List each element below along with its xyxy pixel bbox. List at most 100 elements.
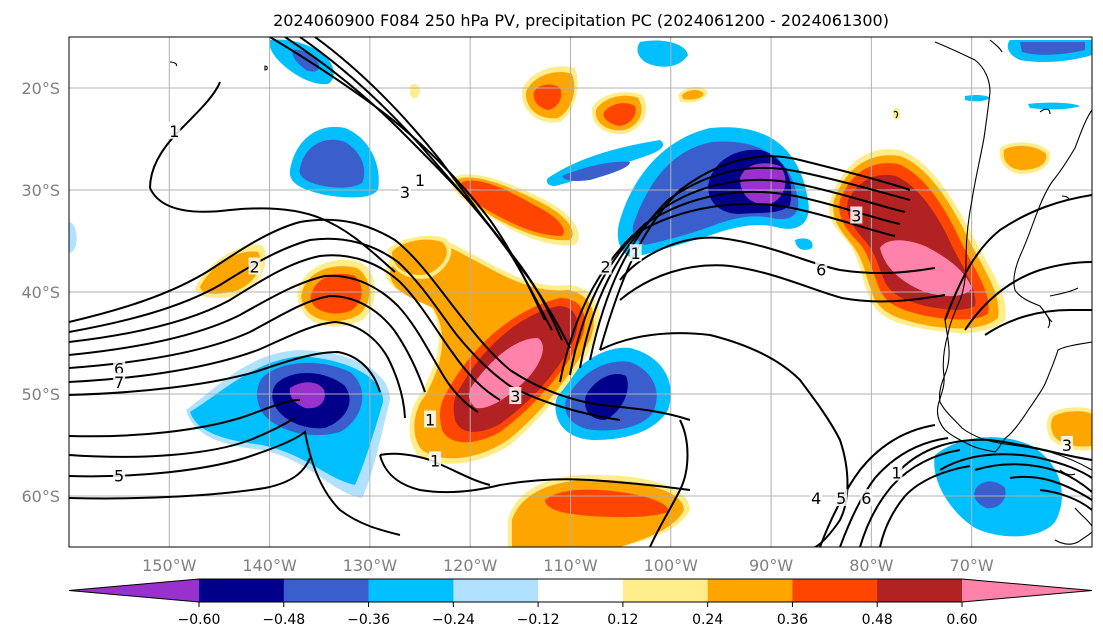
pos-anomaly-region <box>310 273 362 314</box>
longitude-tick-labels: 150°W 140°W 130°W 120°W 110°W 100°W 90°W 80°W 70… <box>142 556 994 575</box>
pv-contour <box>619 236 936 281</box>
south-america-coastline <box>893 110 899 119</box>
pv-contour-label: 3 <box>851 207 861 226</box>
pv-contour-label: 2 <box>249 258 259 277</box>
colorbar-tick-label: 0.12 <box>607 612 638 628</box>
pv-contour-label: 6 <box>114 360 124 379</box>
pv-contours <box>69 37 1092 547</box>
pv-contour <box>569 190 901 376</box>
colorbar-bin <box>199 579 285 602</box>
pv-contour-label: 1 <box>169 122 179 141</box>
longitude-tick-label: 150°W <box>142 556 197 575</box>
pv-contour <box>69 254 501 401</box>
pv-contour-label: 7 <box>114 373 124 392</box>
pos-anomaly-region <box>893 108 900 120</box>
pv-label-background <box>398 183 411 201</box>
pv-contour <box>619 264 946 303</box>
pos-anomaly-region <box>461 180 564 236</box>
pv-contour <box>599 332 849 547</box>
south-america-coastline <box>989 39 1003 53</box>
pv-contour <box>69 218 691 421</box>
neg-anomaly-region <box>69 222 77 253</box>
pv-contour-label: 1 <box>631 244 641 263</box>
colorbar-bin <box>368 579 454 602</box>
pv-label-background <box>850 206 863 224</box>
south-america-coastline <box>1059 469 1076 476</box>
neg-anomaly-region <box>1028 102 1080 110</box>
pv-contour <box>69 417 296 458</box>
south-america-coastline <box>1054 531 1092 545</box>
latitude-tick-label: 60°S <box>21 487 60 506</box>
pv-contour <box>984 309 1092 336</box>
pv-contour <box>559 202 896 383</box>
neg-anomaly-region <box>1020 42 1085 55</box>
pv-contour <box>579 178 906 369</box>
colorbar-tick-label: 0.60 <box>946 612 977 628</box>
colorbar-bin <box>792 579 878 602</box>
precipitation-field <box>69 39 1092 547</box>
pv-label-background <box>599 257 612 275</box>
pos-anomaly-region <box>682 89 704 100</box>
pv-contour <box>314 37 571 349</box>
pv-label-background <box>429 451 442 469</box>
south-america-coastline <box>1013 109 1092 323</box>
pv-label-background <box>168 121 181 139</box>
neg-anomaly-region <box>795 238 813 250</box>
pv-contour-label: 1 <box>415 171 425 190</box>
colorbar-extend-low <box>69 579 199 602</box>
pv-contour-label: 6 <box>861 489 871 508</box>
pv-contour <box>974 463 1092 493</box>
latitude-tick-label: 30°S <box>21 181 60 200</box>
pv-contour-label: 1 <box>430 451 440 470</box>
colorbar-bin <box>707 579 793 602</box>
pv-label-background <box>414 170 427 188</box>
latitude-tick-label: 50°S <box>21 385 60 404</box>
pv-contour <box>69 274 479 413</box>
pv-contour <box>899 438 1092 471</box>
pv-contour <box>1009 475 1092 501</box>
pv-contour <box>964 261 1092 331</box>
longitude-tick-label: 90°W <box>749 556 793 575</box>
pv-label-background <box>815 260 828 278</box>
neg-anomaly-region <box>740 163 786 205</box>
neg-anomaly-region <box>299 139 365 188</box>
longitude-tick-label: 140°W <box>242 556 297 575</box>
pv-contour <box>859 449 961 547</box>
pv-contour <box>944 194 1092 321</box>
pv-contour <box>939 453 1092 479</box>
map-title: 2024060900 F084 250 hPa PV, precipitatio… <box>273 11 889 30</box>
pos-anomaly-region <box>533 84 562 110</box>
pos-anomaly-region <box>200 251 261 294</box>
colorbar: −0.60 −0.48 −0.36 −0.24 −0.12 0.12 0.24 0.36 0.4… <box>68 578 1093 628</box>
pv-contour-label: 1 <box>891 464 901 483</box>
pv-contour <box>819 424 936 547</box>
pv-label-background <box>890 463 903 481</box>
neg-anomaly-region <box>974 481 1006 509</box>
longitude-tick-label: 110°W <box>543 556 598 575</box>
south-america-coastline <box>1049 287 1079 297</box>
pos-anomaly-region <box>603 103 636 126</box>
colorbar-tick-label: −0.36 <box>347 612 390 628</box>
south-america-coastline <box>934 41 1092 453</box>
colorbar-tick-label: 0.36 <box>777 612 808 628</box>
colorbar-bin <box>283 579 370 602</box>
latitude-tick-labels: 20°S 30°S 40°S 50°S 60°S <box>21 79 60 506</box>
south-america-coastline <box>264 65 268 71</box>
pv-contour-label: 5 <box>114 467 124 486</box>
pv-contour-label: 6 <box>816 261 826 280</box>
gridlines <box>69 37 1092 547</box>
pv-contour-label: 2 <box>600 258 610 277</box>
colorbar-tick-label: 0.48 <box>862 612 893 628</box>
pos-anomaly-region <box>1003 145 1047 170</box>
longitude-tick-label: 120°W <box>443 556 498 575</box>
pv-contour <box>499 478 691 491</box>
pv-contour-label: 3 <box>510 387 520 406</box>
colorbar-bin <box>622 579 709 602</box>
pv-contour <box>589 166 911 361</box>
pv-contour <box>69 294 426 393</box>
pv-label-background <box>835 489 848 507</box>
pv-contour <box>879 465 971 547</box>
pv-label-background <box>509 387 522 405</box>
pv-label-background <box>629 244 642 262</box>
